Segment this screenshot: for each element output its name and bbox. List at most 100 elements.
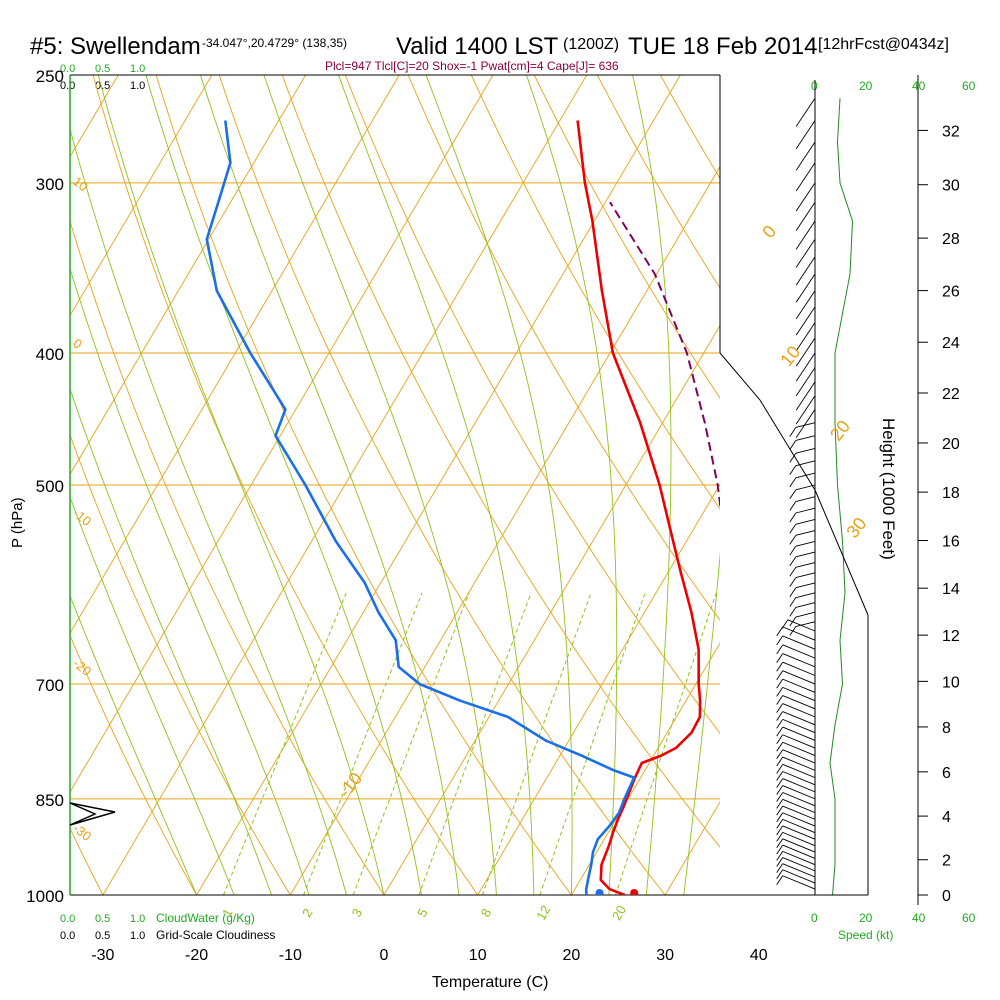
wind-barb [795,460,816,467]
wind-barb [782,778,816,793]
mixing-ratio-label: 20 [609,903,629,923]
x-axis-label: Temperature (C) [432,974,548,991]
isotherm-label: 30 [842,514,870,542]
wind-barb-flag [795,139,803,149]
wind-barb-flag [776,703,784,713]
dry-adiabat-line [407,75,720,622]
isotherm-line [70,75,213,317]
cloud-top-green-1: 0.5 [95,63,110,75]
cloud-top-black-1: 0.5 [95,80,110,92]
isotherm-line [196,75,681,895]
wind-barb-flag [776,635,784,646]
wind-barb [782,644,816,659]
height-tick-label: 4 [942,809,951,826]
wind-barb-flag [776,726,784,737]
wind-barb-flag [789,587,797,597]
moist-adiabat-line [338,75,535,895]
height-tick-label: 30 [942,178,960,195]
x-tick-label: 30 [656,947,674,964]
wind-barb-flag [776,805,784,816]
valid-time: Valid 1400 LST [396,33,559,60]
wind-barb [795,484,816,491]
wind-barb-flag [789,452,797,463]
cloudwater-label: CloudWater (g/Kg) [156,911,255,925]
height-tick-label: 2 [942,853,951,870]
height-tick-label: 8 [942,720,951,737]
isotherm-label: -10 [334,769,366,802]
wind-barb [801,381,816,402]
y-tick-label: 700 [36,676,64,695]
wind-barb [782,785,816,800]
zulu-time: (1200Z) [563,36,619,53]
wind-barb-flag [795,201,803,212]
wind-barb-flag [795,160,803,171]
isotherm-label: 0 [758,221,780,241]
wind-barb [782,844,816,859]
cloud-bottom-green-1: 0.5 [95,913,110,925]
wind-barb-flag [789,489,797,500]
plot-frame [69,74,919,905]
wind-barb [801,256,816,277]
cloud-top-green-2: 1.0 [130,63,145,75]
wind-barb-flag [776,825,784,836]
height-tick-label: 12 [942,628,960,645]
wind-barb-flag [776,875,784,886]
wind-barb-flag [776,778,784,788]
height-tick-label: 16 [942,534,960,551]
cloud-top-black-2: 1.0 [130,80,145,92]
wind-barb-flag [776,644,784,655]
wind-barb-flag [776,734,784,744]
height-axis-label: Height (1000 Feet) [879,418,898,560]
dry-adiabat-line [470,75,720,510]
dry-adiabat-line [92,75,479,895]
y-tick-label: 1000 [26,887,64,906]
y-axis-label: P (hPa) [9,497,26,548]
dry-adiabat-line [0,75,9,895]
wind-barb-flag [776,687,784,697]
dry-adiabat-label: -10 [70,506,94,529]
wind-barb-flag [776,792,784,802]
wind-barb-flag [789,567,797,577]
isotherm-line [289,165,720,895]
dry-adiabat-line [70,433,291,895]
wind-barb-flag [776,785,784,795]
cloud-top-green-0: 0.0 [60,63,75,75]
stability-params: Plcl=947 Tlcl[C]=20 Shox=-1 Pwat[cm]=4 C… [325,59,619,73]
station-coords: -34.047°,20.4729° (138,35) [202,36,347,50]
wind-barb-flag [776,869,784,879]
wind-barb-flag [795,414,803,425]
wind-barb-flag [789,597,797,607]
mixing-ratio-label: 3 [349,906,366,920]
wind-barb-flag [795,386,803,397]
wind-barb-flag [776,857,784,867]
wind-barb [801,97,816,118]
isotherm-label: 20 [826,416,854,444]
wind-barb [801,367,816,388]
speed-top-40: 40 [912,79,926,93]
wind-panel-boundary [719,352,869,616]
x-tick-label: 40 [750,947,768,964]
wind-barb-flag [795,239,803,250]
x-tick-label: 20 [563,947,581,964]
wind-barb-flag [795,275,803,286]
height-tick-label: 24 [942,335,960,352]
wind-barb-flag [776,764,784,774]
wind-barb [782,838,816,853]
wind-barb [782,875,816,890]
wind-barb-flag [795,428,803,438]
mixing-ratio-line [303,592,423,895]
mixing-ratio-line [418,592,532,895]
wind-barb [795,611,816,618]
wind-barb [801,273,816,294]
wind-barb-flag [776,678,784,689]
wind-barb [801,395,816,416]
moist-adiabat-line [425,75,573,895]
y-tick-label: 500 [36,477,64,496]
y-tick-label: 400 [36,345,64,364]
moist-adiabat-line [70,387,273,895]
wind-barb [795,602,816,608]
cloud-bottom-black-0: 0.0 [60,930,75,942]
wind-barb [782,718,816,734]
